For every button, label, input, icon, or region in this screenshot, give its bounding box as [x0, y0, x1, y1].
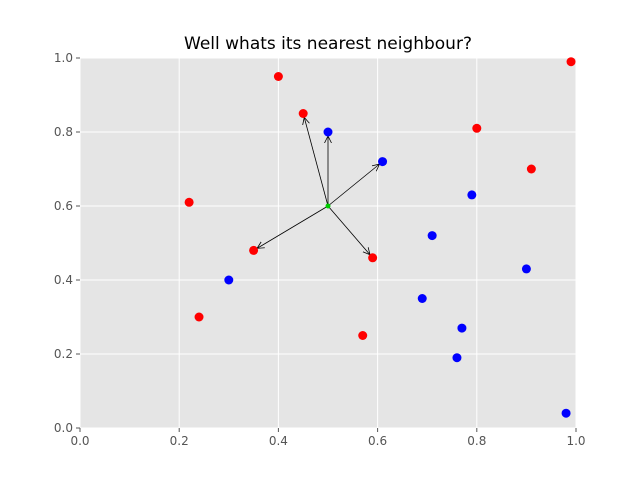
red-point: [273, 72, 283, 81]
x-tick-label: 0.0: [70, 434, 89, 448]
red-point: [368, 253, 378, 263]
y-tick-label: 0.6: [54, 199, 73, 213]
y-tick-label: 0.8: [54, 125, 73, 139]
red-point: [472, 123, 482, 133]
chart-title: Well whats its nearest neighbour?: [184, 34, 472, 54]
plot-area: [80, 58, 576, 428]
blue-point: [323, 127, 333, 137]
query-point: [325, 203, 331, 209]
data-points: [184, 57, 576, 418]
y-tick-label: 1.0: [54, 51, 73, 65]
blue-point: [417, 294, 427, 303]
neighbour-arrow: [327, 205, 370, 255]
y-tick-label: 0.0: [54, 421, 73, 435]
neighbour-arrow: [257, 205, 329, 248]
x-tick-label: 0.4: [269, 434, 288, 448]
blue-point: [452, 353, 462, 363]
blue-point: [561, 408, 571, 418]
red-point: [358, 331, 368, 340]
x-tick-label: 1.0: [566, 434, 585, 448]
blue-point: [467, 190, 477, 200]
grid-lines: [79, 57, 577, 429]
red-point: [566, 57, 576, 67]
blue-point: [224, 275, 234, 285]
blue-point: [521, 264, 531, 274]
red-point: [526, 164, 536, 174]
blue-point: [378, 157, 388, 167]
red-point: [249, 245, 259, 255]
blue-point: [427, 231, 437, 241]
x-tick-label: 0.2: [170, 434, 189, 448]
neighbour-arrow: [327, 164, 379, 207]
neighbour-arrows: [257, 117, 379, 254]
y-tick-label: 0.2: [54, 347, 73, 361]
tick-labels: 0.0 0.2 0.4 0.6 0.8 1.0 0.0 0.2 0.4 0.6 0.8 1.0: [54, 51, 586, 448]
x-tick-label: 0.8: [467, 434, 486, 448]
red-point: [184, 197, 194, 207]
y-tick-label: 0.4: [54, 273, 73, 287]
neighbour-arrow: [304, 117, 329, 207]
red-point: [194, 312, 204, 322]
blue-point: [457, 323, 467, 333]
red-point: [298, 109, 308, 118]
x-tick-label: 0.6: [368, 434, 387, 448]
